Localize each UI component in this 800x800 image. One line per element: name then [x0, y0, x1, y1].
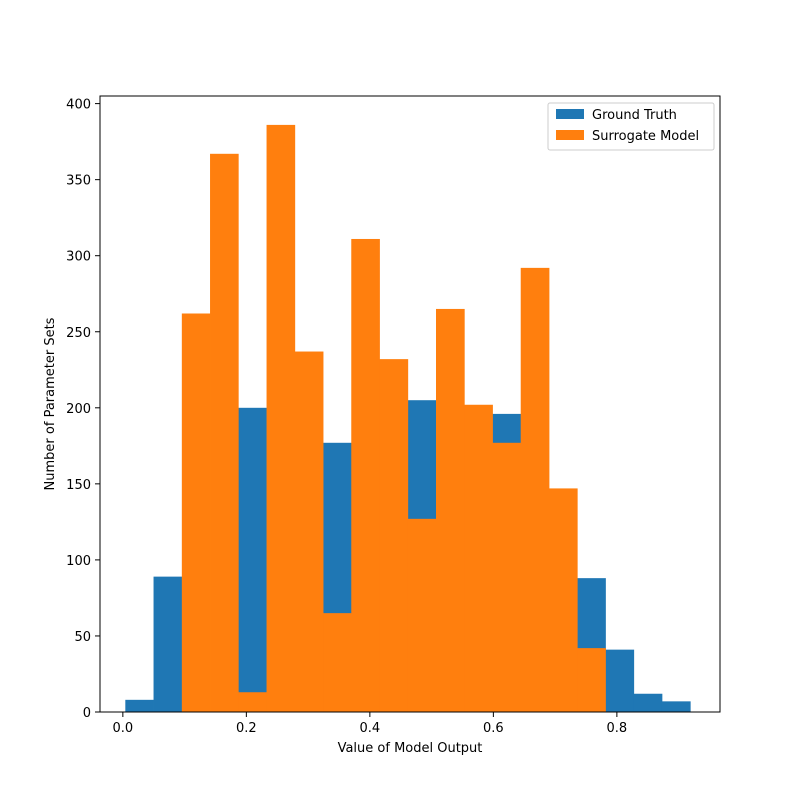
legend-box	[547, 102, 715, 151]
surrogate-model-bar	[181, 313, 211, 712]
y-tick-label: 50	[74, 630, 91, 645]
y-tick-label: 350	[66, 174, 91, 189]
y-tick-label: 200	[66, 402, 91, 417]
y-tick-label: 100	[66, 554, 91, 569]
x-axis-label: Value of Model Output	[338, 741, 483, 756]
y-tick-label: 0	[83, 706, 91, 721]
legend: Ground Truth Surrogate Model	[547, 102, 715, 151]
y-axis-label: Number of Parameter Sets	[43, 317, 58, 490]
surrogate-model-bar	[464, 404, 493, 712]
ground-truth-bar	[125, 699, 154, 712]
surrogate-model-bar	[577, 648, 606, 712]
y-tick-label: 250	[66, 326, 91, 341]
surrogate-model-bar	[520, 267, 550, 712]
surrogate-model-bars	[181, 124, 606, 713]
y-axis-ticks: 0 50 100 150 200 250 300 350 400	[66, 98, 100, 721]
surrogate-model-bar	[379, 359, 409, 712]
ground-truth-bar	[605, 649, 635, 712]
x-axis-ticks: 0.0 0.2 0.4 0.6 0.8	[113, 712, 628, 736]
surrogate-model-bar	[323, 613, 352, 712]
y-tick-label: 400	[66, 98, 91, 113]
surrogate-model-bar	[294, 351, 324, 712]
surrogate-model-bar	[492, 442, 522, 712]
ground-truth-bar	[661, 701, 691, 712]
surrogate-model-bar	[238, 692, 267, 712]
legend-swatch-surrogate-model	[556, 130, 584, 140]
axes-frame	[99, 95, 721, 713]
surrogate-model-bar	[436, 308, 465, 712]
surrogate-model-bar	[210, 153, 239, 713]
y-tick-label: 300	[66, 250, 91, 265]
x-tick-label: 0.2	[236, 721, 257, 736]
x-tick-label: 0.6	[483, 721, 504, 736]
legend-label-surrogate-model: Surrogate Model	[592, 129, 699, 144]
surrogate-model-bar	[407, 518, 437, 712]
ground-truth-bar	[153, 576, 183, 712]
x-tick-label: 0.4	[360, 721, 381, 736]
x-tick-label: 0.0	[113, 721, 134, 736]
ground-truth-bar	[633, 693, 663, 712]
surrogate-model-bar	[266, 124, 296, 712]
surrogate-model-bar	[351, 238, 380, 712]
legend-swatch-ground-truth	[556, 109, 584, 119]
ground-truth-bar	[238, 407, 267, 712]
legend-label-ground-truth: Ground Truth	[592, 108, 677, 123]
x-tick-label: 0.8	[607, 721, 628, 736]
surrogate-model-bar	[549, 488, 578, 712]
y-tick-label: 150	[66, 478, 91, 493]
